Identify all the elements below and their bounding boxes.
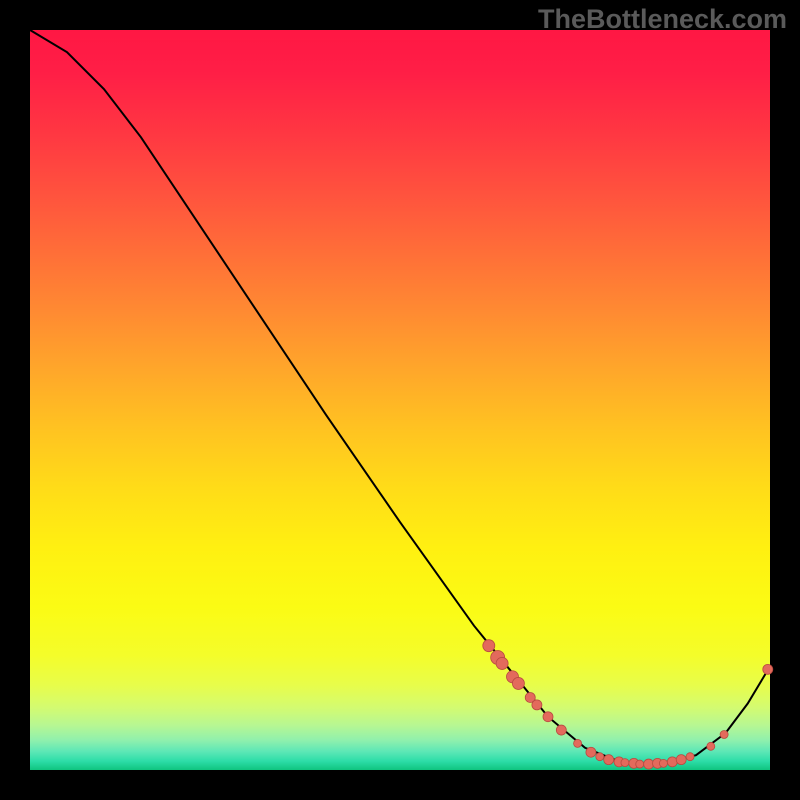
- data-marker: [636, 760, 644, 768]
- data-marker: [532, 700, 542, 710]
- data-marker: [491, 651, 505, 665]
- data-marker: [586, 747, 596, 757]
- data-marker: [543, 712, 553, 722]
- data-marker: [763, 664, 773, 674]
- data-marker: [483, 640, 495, 652]
- data-marker: [512, 677, 524, 689]
- data-marker: [676, 755, 686, 765]
- data-marker: [596, 753, 604, 761]
- data-marker: [707, 742, 715, 750]
- data-marker: [506, 671, 518, 683]
- data-marker: [644, 759, 654, 769]
- data-marker: [621, 759, 629, 767]
- data-marker: [525, 692, 535, 702]
- marker-group: [483, 640, 773, 769]
- chart-svg: [0, 0, 800, 800]
- data-marker: [614, 757, 624, 767]
- bottleneck-curve: [30, 30, 770, 764]
- data-marker: [574, 739, 582, 747]
- data-marker: [496, 657, 508, 669]
- data-marker: [629, 758, 639, 768]
- data-marker: [556, 725, 566, 735]
- data-marker: [720, 730, 728, 738]
- data-marker: [653, 758, 663, 768]
- data-marker: [604, 755, 614, 765]
- data-marker: [686, 753, 694, 761]
- data-marker: [659, 759, 667, 767]
- watermark-text: TheBottleneck.com: [538, 4, 787, 35]
- plot-background: [30, 30, 770, 770]
- data-marker: [667, 757, 677, 767]
